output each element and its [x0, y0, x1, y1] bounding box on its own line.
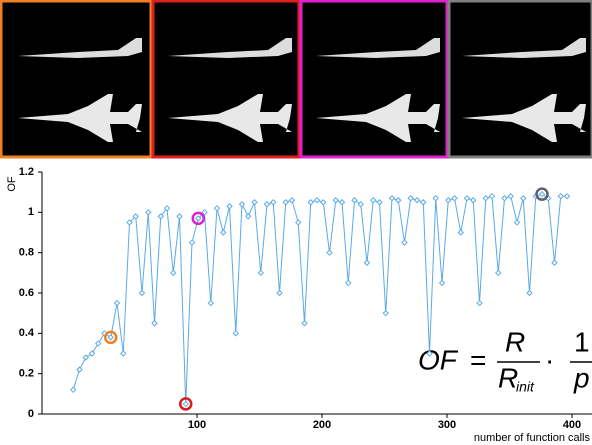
point: [315, 198, 320, 203]
y-tick-label: 1.2: [19, 166, 34, 178]
point: [471, 198, 476, 203]
point: [415, 198, 420, 203]
point: [246, 214, 251, 219]
panels: [1, 1, 592, 157]
point: [296, 220, 301, 225]
formula-num: R: [505, 326, 525, 357]
point: [115, 301, 120, 306]
point: [515, 220, 520, 225]
point: [521, 196, 526, 201]
figure: OF number of function calls OF = R R ini…: [0, 0, 592, 445]
point: [377, 200, 382, 205]
x-axis-label: number of function calls: [474, 432, 591, 444]
point: [290, 198, 295, 203]
point: [496, 270, 501, 275]
point: [90, 351, 95, 356]
point: [121, 351, 126, 356]
point: [152, 321, 157, 326]
panel: [449, 1, 592, 157]
point: [552, 260, 557, 265]
point: [171, 270, 176, 275]
y-axis-label: OF: [6, 176, 18, 192]
point: [421, 200, 426, 205]
point: [308, 200, 313, 205]
x-tick-label: 200: [313, 419, 331, 431]
formula-num2: 1: [574, 326, 590, 357]
point: [440, 280, 445, 285]
series-line: [73, 194, 567, 404]
point: [227, 204, 232, 209]
point: [433, 196, 438, 201]
point: [140, 291, 145, 296]
point: [446, 198, 451, 203]
point: [221, 230, 226, 235]
point: [146, 210, 151, 215]
point: [321, 200, 326, 205]
point: [283, 200, 288, 205]
point: [465, 196, 470, 201]
point: [277, 291, 282, 296]
y-tick-label: 0.4: [19, 327, 35, 339]
point: [83, 355, 88, 360]
point: [96, 341, 101, 346]
point: [508, 194, 513, 199]
point: [333, 198, 338, 203]
point: [190, 240, 195, 245]
point: [346, 280, 351, 285]
point: [352, 198, 357, 203]
point: [340, 200, 345, 205]
point: [327, 250, 332, 255]
panel: [301, 1, 447, 157]
formula-lhs: OF: [418, 344, 459, 375]
point: [502, 196, 507, 201]
point: [302, 321, 307, 326]
point: [77, 367, 82, 372]
point: [402, 240, 407, 245]
formula-den2: p: [573, 362, 590, 393]
panel: [1, 1, 151, 157]
point: [71, 387, 76, 392]
point: [271, 200, 276, 205]
point: [365, 260, 370, 265]
x-tick-label: 400: [563, 419, 581, 431]
point: [540, 192, 545, 197]
y-tick-label: 1: [28, 206, 34, 218]
point: [240, 202, 245, 207]
panel: [153, 1, 299, 157]
point: [490, 194, 495, 199]
point: [408, 196, 413, 201]
y-tick-label: 0.8: [19, 247, 34, 259]
point: [252, 200, 257, 205]
formula-dot: ·: [545, 344, 554, 375]
formula: OF = R R init · 1 p: [418, 326, 592, 394]
y-tick-label: 0.2: [19, 368, 34, 380]
point: [527, 291, 532, 296]
point: [215, 206, 220, 211]
point: [383, 311, 388, 316]
point: [233, 331, 238, 336]
x-tick-label: 300: [438, 419, 456, 431]
formula-eq: =: [470, 344, 486, 375]
point: [177, 214, 182, 219]
point: [208, 301, 213, 306]
point: [390, 196, 395, 201]
point: [458, 230, 463, 235]
point: [258, 270, 263, 275]
point: [396, 198, 401, 203]
point: [565, 194, 570, 199]
point: [558, 194, 563, 199]
y-tick-label: 0.6: [19, 287, 34, 299]
point: [371, 198, 376, 203]
point: [265, 202, 270, 207]
point: [477, 301, 482, 306]
x-tick-label: 100: [188, 419, 206, 431]
y-tick-label: 0: [28, 408, 34, 420]
formula-den-sub: init: [516, 379, 535, 395]
point: [108, 335, 113, 340]
point: [358, 202, 363, 207]
point: [452, 196, 457, 201]
point: [483, 196, 488, 201]
point: [183, 401, 188, 406]
